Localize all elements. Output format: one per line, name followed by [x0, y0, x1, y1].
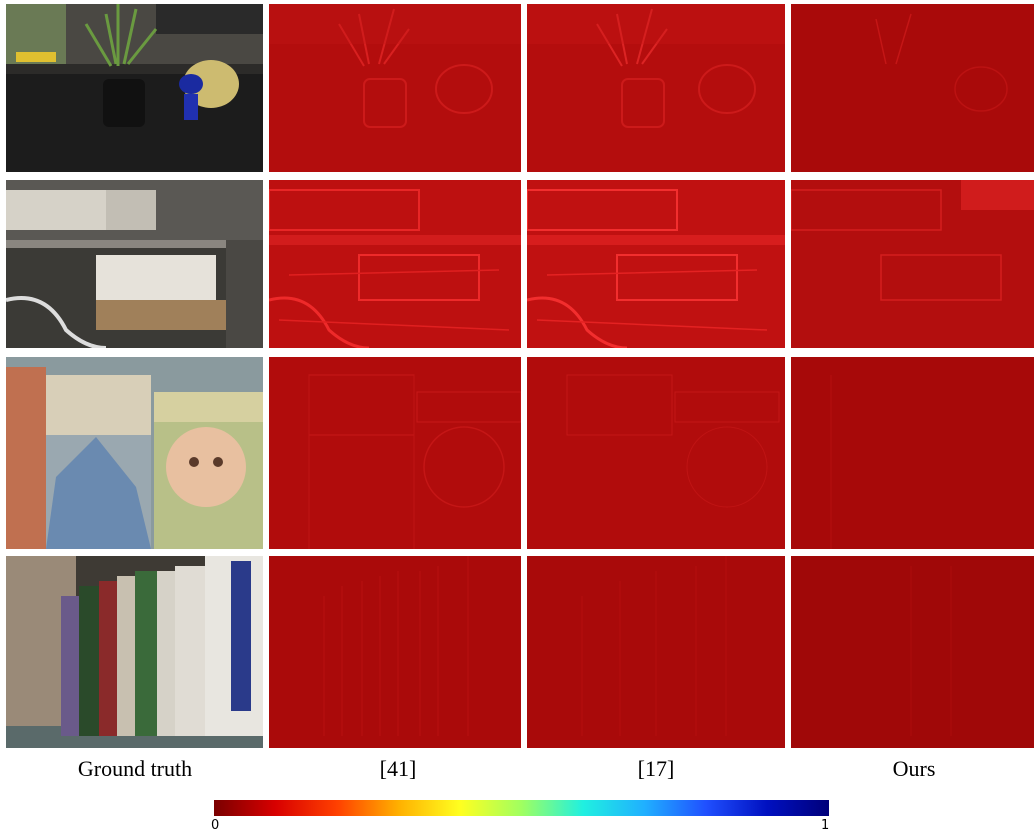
column-label-ours: Ours	[892, 756, 936, 781]
error-colorbar	[214, 800, 829, 816]
colorbar-min-label: 0	[211, 818, 220, 833]
error-map-41-row-1	[269, 4, 521, 172]
column-label-ground-truth: Ground truth	[77, 756, 193, 781]
error-map-17-row-4	[527, 556, 785, 748]
ground-truth-image-row-3	[6, 357, 263, 549]
error-map-41-row-2	[269, 180, 521, 348]
ground-truth-image-row-1	[6, 4, 263, 172]
image-grid	[6, 4, 1034, 748]
error-map-ours-row-1	[791, 4, 1034, 172]
error-map-17-row-2	[527, 180, 785, 348]
ground-truth-image-row-2	[6, 180, 263, 348]
ground-truth-image-row-4	[6, 556, 263, 748]
error-map-41-row-3	[269, 357, 521, 549]
column-label-method-41: [41]	[379, 756, 417, 781]
error-map-ours-row-2	[791, 180, 1034, 348]
column-label-method-17: [17]	[637, 756, 675, 781]
error-map-17-row-1	[527, 4, 785, 172]
error-map-17-row-3	[527, 357, 785, 549]
colorbar-max-label: 1	[821, 818, 830, 833]
error-map-ours-row-4	[791, 556, 1034, 748]
error-map-ours-row-3	[791, 357, 1034, 549]
error-map-41-row-4	[269, 556, 521, 748]
